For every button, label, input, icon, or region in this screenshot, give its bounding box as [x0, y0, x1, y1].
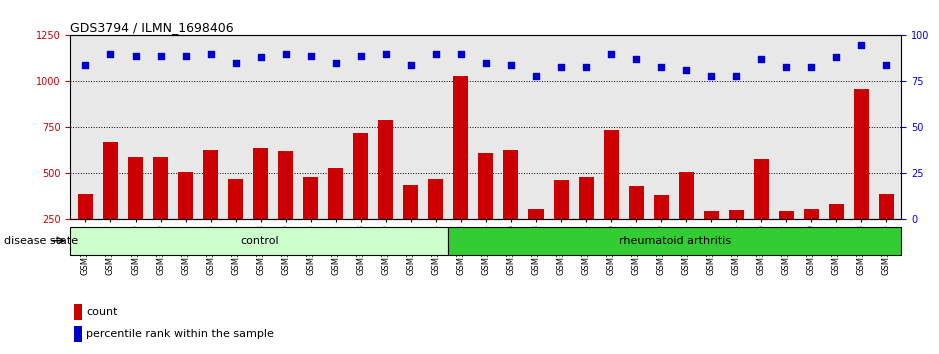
- Point: [578, 64, 593, 69]
- Bar: [449, 227, 901, 255]
- Bar: [378, 120, 393, 266]
- Text: count: count: [86, 307, 117, 317]
- Bar: [228, 179, 243, 266]
- Point: [503, 62, 518, 68]
- Bar: [703, 211, 718, 266]
- Bar: [278, 152, 293, 266]
- Bar: [553, 180, 568, 266]
- Point: [654, 64, 669, 69]
- Point: [153, 53, 168, 58]
- Point: [829, 55, 844, 60]
- Bar: [829, 204, 844, 266]
- Point: [278, 51, 293, 57]
- Bar: [754, 159, 769, 266]
- Bar: [854, 89, 869, 266]
- Point: [778, 64, 793, 69]
- Bar: [729, 210, 744, 266]
- Point: [378, 51, 393, 57]
- Point: [254, 55, 269, 60]
- Bar: [78, 194, 93, 266]
- Point: [479, 60, 494, 66]
- Point: [329, 60, 344, 66]
- Bar: [804, 209, 819, 266]
- Bar: [103, 142, 118, 266]
- Point: [303, 53, 318, 58]
- Text: rheumatoid arthritis: rheumatoid arthritis: [619, 236, 731, 246]
- Text: percentile rank within the sample: percentile rank within the sample: [86, 329, 274, 339]
- Point: [404, 62, 419, 68]
- Point: [729, 73, 744, 79]
- Bar: [329, 168, 344, 266]
- Bar: [578, 177, 593, 266]
- Point: [203, 51, 218, 57]
- Bar: [128, 157, 143, 266]
- Point: [703, 73, 718, 79]
- Bar: [254, 148, 269, 266]
- Point: [78, 62, 93, 68]
- Bar: [479, 153, 493, 266]
- Bar: [529, 209, 544, 266]
- Bar: [74, 304, 83, 320]
- Point: [604, 51, 619, 57]
- Bar: [628, 186, 643, 266]
- Bar: [70, 227, 449, 255]
- Point: [454, 51, 469, 57]
- Point: [553, 64, 568, 69]
- Point: [103, 51, 118, 57]
- Bar: [153, 157, 168, 266]
- Point: [228, 60, 243, 66]
- Bar: [404, 184, 419, 266]
- Text: control: control: [240, 236, 279, 246]
- Bar: [654, 195, 669, 266]
- Point: [679, 68, 694, 73]
- Bar: [303, 177, 318, 266]
- Point: [428, 51, 443, 57]
- Point: [529, 73, 544, 79]
- Point: [854, 42, 869, 47]
- Point: [178, 53, 193, 58]
- Bar: [879, 194, 894, 266]
- Point: [628, 57, 643, 62]
- Point: [804, 64, 819, 69]
- Point: [754, 57, 769, 62]
- Bar: [353, 133, 368, 266]
- Bar: [679, 172, 694, 266]
- Bar: [428, 179, 443, 266]
- Bar: [178, 172, 193, 266]
- Bar: [503, 149, 518, 266]
- Bar: [604, 130, 619, 266]
- Bar: [203, 149, 218, 266]
- Bar: [778, 211, 793, 266]
- Point: [353, 53, 368, 58]
- Bar: [454, 76, 469, 266]
- Bar: [74, 326, 83, 342]
- Text: disease state: disease state: [4, 236, 78, 246]
- Text: GDS3794 / ILMN_1698406: GDS3794 / ILMN_1698406: [70, 21, 234, 34]
- Point: [879, 62, 894, 68]
- Point: [128, 53, 143, 58]
